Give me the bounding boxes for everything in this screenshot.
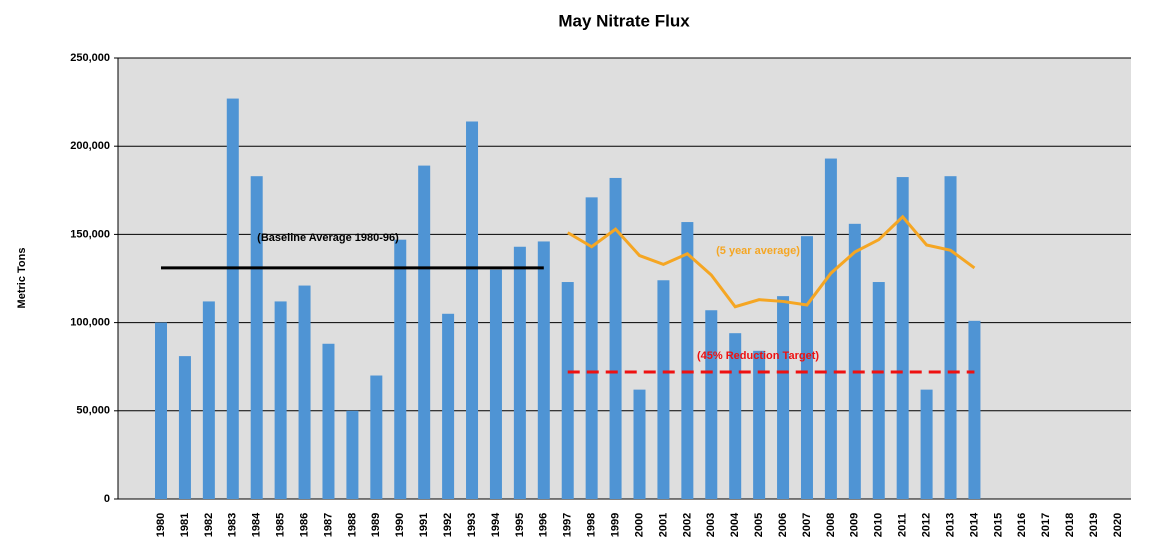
x-tick-label: 1994 (490, 512, 502, 537)
bar (250, 176, 263, 500)
x-tick-label: 1998 (586, 513, 598, 537)
x-tick-label: 2013 (944, 513, 956, 537)
bar (418, 165, 431, 499)
bar (489, 269, 502, 499)
x-tick-label: 1992 (442, 513, 454, 537)
bar (657, 280, 670, 499)
x-tick-label: 1989 (370, 513, 382, 537)
x-tick-label: 1980 (155, 513, 167, 537)
bar (298, 285, 311, 499)
x-tick-label: 2002 (681, 513, 693, 537)
x-tick-label: 2006 (777, 513, 789, 537)
x-tick-label: 2008 (825, 513, 837, 537)
y-tick-label: 100,000 (70, 317, 110, 329)
x-tick-label: 2016 (1016, 513, 1028, 537)
x-tick-label: 2003 (705, 513, 717, 537)
x-tick-label: 1987 (322, 513, 334, 537)
annotation: (45% Reduction Target) (697, 350, 819, 362)
y-tick-label: 0 (104, 493, 110, 505)
bar (681, 222, 694, 499)
line-series (566, 214, 976, 309)
bar (609, 177, 622, 499)
y-tick-label: 250,000 (70, 52, 110, 64)
y-tick-label: 200,000 (70, 140, 110, 152)
x-tick-label: 1988 (346, 513, 358, 537)
bar (466, 121, 479, 499)
bar (178, 356, 191, 499)
x-tick-label: 1993 (466, 513, 478, 537)
x-tick-label: 2017 (1040, 513, 1052, 537)
x-tick-label: 1990 (394, 513, 406, 537)
bar (155, 322, 167, 499)
bar (920, 389, 933, 499)
plot-area (118, 58, 1131, 499)
bar (729, 333, 742, 499)
x-tick-label: 1996 (538, 513, 550, 537)
x-tick-label: 1983 (227, 513, 239, 537)
x-tick-label: 2011 (897, 513, 909, 537)
x-tick-label: 2012 (921, 513, 933, 537)
x-tick-label: 1985 (275, 513, 287, 537)
x-tick-label: 2001 (657, 513, 669, 537)
bar (202, 301, 215, 499)
bar (442, 313, 455, 499)
x-tick-label: 2014 (968, 512, 980, 537)
x-tick-label: 2005 (753, 513, 765, 537)
x-tick-label: 1991 (418, 513, 430, 537)
bar (848, 223, 861, 500)
bar (824, 158, 837, 499)
chart-title: May Nitrate Flux (558, 11, 690, 30)
bar (968, 320, 981, 499)
x-tick-label: 1981 (179, 513, 191, 537)
y-axis-label: Metric Tons (16, 248, 28, 309)
x-tick-label: 2004 (729, 512, 741, 537)
x-tick-label: 1999 (609, 513, 621, 537)
x-tick-label: 2009 (849, 513, 861, 537)
bar (226, 98, 239, 500)
bar (896, 177, 909, 499)
x-tick-label: 1984 (251, 512, 263, 537)
bar (944, 176, 957, 500)
x-tick-label: 2000 (633, 513, 645, 537)
bar (633, 389, 646, 499)
bar (322, 343, 335, 499)
bar (753, 350, 766, 499)
bar (561, 282, 574, 499)
annotation: (Baseline Average 1980-96) (257, 232, 399, 244)
x-tick-label: 2018 (1064, 513, 1076, 537)
x-tick-label: 2010 (873, 513, 885, 537)
bar (394, 239, 407, 499)
bar (513, 246, 526, 499)
annotation: (5 year average) (716, 245, 800, 257)
x-tick-label: 1986 (298, 513, 310, 537)
y-tick-label: 50,000 (76, 405, 110, 417)
y-tick-label: 150,000 (70, 228, 110, 240)
bar (537, 241, 550, 499)
x-tick-label: 1997 (562, 513, 574, 537)
bar (346, 410, 359, 499)
bar (585, 197, 598, 499)
bar (705, 310, 718, 499)
x-tick-label: 2015 (992, 513, 1004, 537)
bar (800, 236, 813, 499)
x-tick-label: 1995 (514, 513, 526, 537)
bar (370, 375, 383, 499)
bar (274, 301, 287, 499)
x-tick-label: 2020 (1112, 513, 1124, 537)
bar (777, 296, 790, 499)
x-tick-label: 2019 (1088, 513, 1100, 537)
bar (872, 282, 885, 499)
x-tick-label: 1982 (203, 513, 215, 537)
x-tick-label: 2007 (801, 513, 813, 537)
